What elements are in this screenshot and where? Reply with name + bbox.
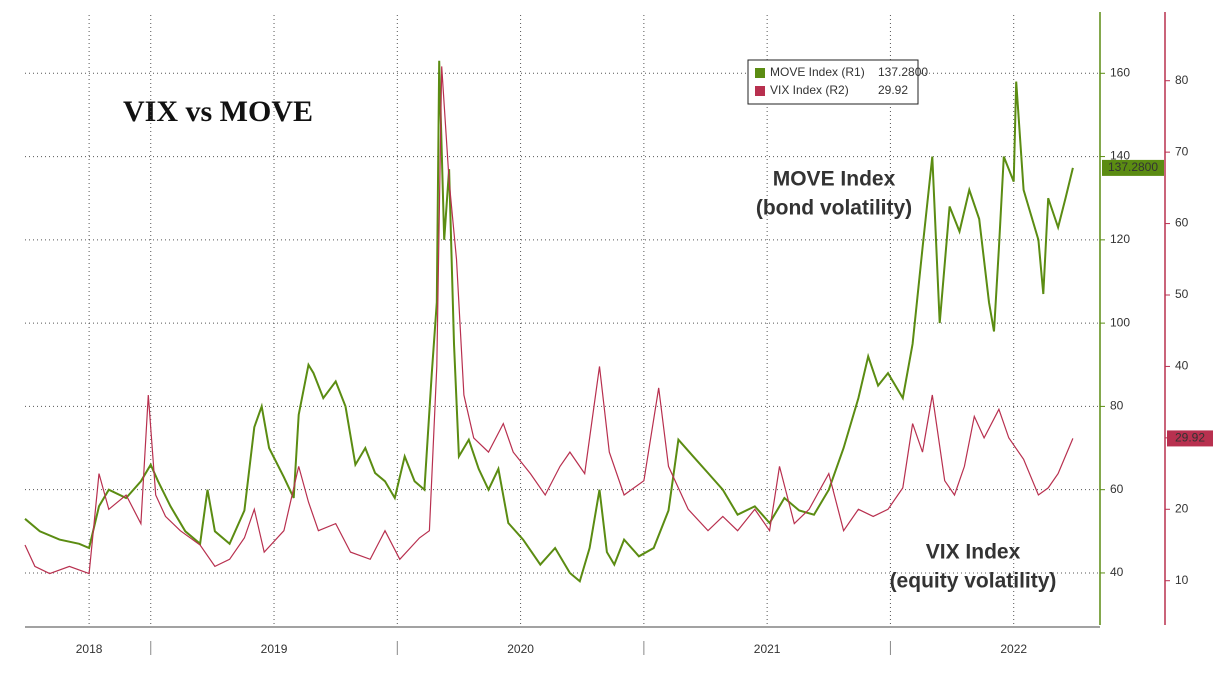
annotation: VIX Index (926, 541, 1021, 564)
legend-label: MOVE Index (R1) (770, 65, 865, 79)
y2-tick-label: 60 (1175, 216, 1189, 230)
y2-tick-label: 10 (1175, 573, 1189, 587)
legend-value: 137.2800 (878, 65, 928, 79)
y-tick-label: 40 (1110, 565, 1124, 579)
last-value-label: 29.92 (1175, 431, 1205, 445)
legend-box (747, 59, 919, 105)
y-tick-label: 140 (1110, 149, 1130, 163)
y-tick-label: 80 (1110, 399, 1124, 413)
x-tick-label: 2018 (76, 642, 103, 656)
x-tick-label: 2021 (754, 642, 781, 656)
series-line (24, 60, 1074, 584)
legend-value: 29.92 (878, 83, 908, 97)
y-tick-label: 60 (1110, 482, 1124, 496)
last-value-label: 137.2800 (1108, 160, 1158, 174)
x-tick-label: 2019 (261, 642, 288, 656)
chart-title: VIX vs MOVE (123, 95, 313, 128)
legend-label: VIX Index (R2) (770, 83, 849, 97)
y2-tick-label: 50 (1175, 287, 1189, 301)
y2-tick-label: 40 (1175, 359, 1189, 373)
last-value-tag (1167, 430, 1213, 447)
y-tick-label: 120 (1110, 232, 1130, 246)
y2-tick-label: 70 (1175, 144, 1189, 158)
y2-tick-label: 80 (1175, 73, 1189, 87)
last-value-tag (1102, 159, 1164, 176)
legend-swatch (755, 68, 765, 78)
annotation: (bond volatility) (756, 197, 912, 220)
series-line (24, 66, 1074, 575)
x-tick-label: 2022 (1000, 642, 1027, 656)
legend-swatch (755, 86, 765, 96)
y2-tick-label: 20 (1175, 501, 1189, 515)
y-tick-label: 100 (1110, 315, 1130, 329)
annotation: MOVE Index (773, 168, 896, 191)
annotation: (equity volatility) (890, 570, 1057, 593)
y-tick-label: 160 (1110, 65, 1130, 79)
x-tick-label: 2020 (507, 642, 534, 656)
